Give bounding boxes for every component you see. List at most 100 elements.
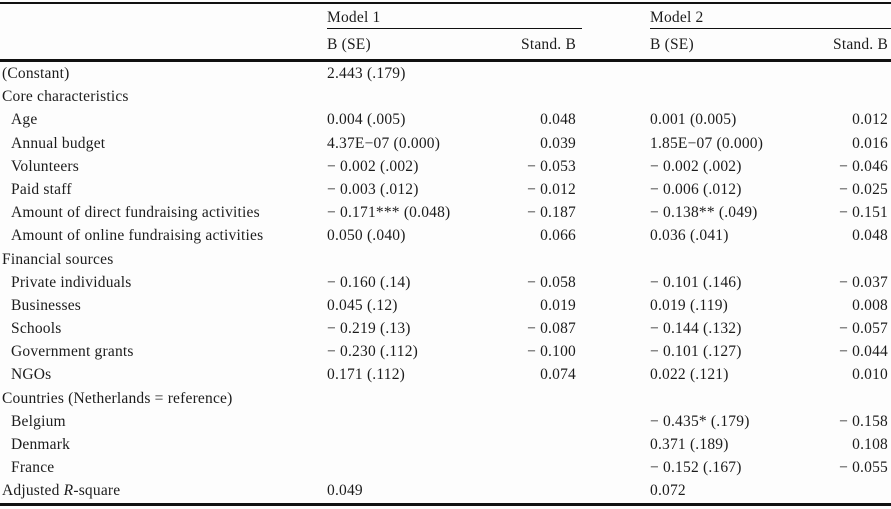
model1-header-group: Model 1 xyxy=(327,4,582,29)
column-gap xyxy=(582,271,650,294)
m2-stand-b-cell: − 0.055 xyxy=(839,459,888,477)
m1-stand-b-cell: − 0.058 xyxy=(527,273,576,291)
m1-b-se-cell xyxy=(327,248,500,271)
table-row: Financial sources xyxy=(0,248,891,271)
column-gap xyxy=(582,433,650,456)
m2-stand-b-cell xyxy=(812,387,891,410)
m2-b-se-cell: 0.036 (.041) xyxy=(650,227,729,245)
row-label: Belgium xyxy=(11,412,66,430)
model2-header-group: Model 2 xyxy=(650,4,891,29)
m2-stand-b-cell: 0.010 xyxy=(852,366,888,384)
column-gap xyxy=(582,294,650,317)
m2-stand-b-cell xyxy=(812,85,891,108)
row-label-part: Adjusted xyxy=(2,482,64,500)
table-row: Belgium − 0.435* (.179) − 0.158 xyxy=(0,410,891,433)
m2-stand-b-cell: − 0.158 xyxy=(839,412,888,430)
m2-stand-b-cell: − 0.044 xyxy=(839,343,888,361)
table-row: NGOs 0.171 (.112) 0.074 0.022 (.121) 0.0… xyxy=(0,363,891,386)
m1-stand-b-cell: − 0.100 xyxy=(527,343,576,361)
m2-b-se-header: B (SE) xyxy=(650,36,694,53)
table-row: Amount of online fundraising activities … xyxy=(0,224,891,247)
m1-stand-b-cell: − 0.087 xyxy=(527,320,576,338)
m1-b-se-cell: 0.171 (.112) xyxy=(327,366,406,384)
row-label: Government grants xyxy=(11,343,134,361)
table-row: Denmark 0.371 (.189) 0.108 xyxy=(0,433,891,456)
table-row: Schools − 0.219 (.13) − 0.087 − 0.144 (.… xyxy=(0,317,891,340)
row-label: Amount of direct fundraising activities xyxy=(11,204,260,222)
table-row: Adjusted R-square 0.049 0.072 xyxy=(0,479,891,502)
row-label: Private individuals xyxy=(11,273,132,291)
m2-stand-b-cell: − 0.151 xyxy=(839,204,888,222)
m1-b-se-cell: 0.050 (.040) xyxy=(327,227,406,245)
m1-b-se-cell: − 0.230 (.112) xyxy=(327,343,419,361)
column-header-row: B (SE) Stand. B B (SE) Stand. B xyxy=(0,29,891,59)
row-label: Paid staff xyxy=(11,180,72,198)
column-gap xyxy=(582,62,650,85)
column-gap xyxy=(582,108,650,131)
m1-stand-b-cell: 0.066 xyxy=(540,227,576,245)
m1-b-se-cell: 2.443 (.179) xyxy=(327,65,406,82)
column-gap xyxy=(582,317,650,340)
column-gap xyxy=(582,178,650,201)
m1-b-se-cell: − 0.003 (.012) xyxy=(327,180,419,198)
m1-stand-b-cell xyxy=(500,433,582,456)
column-gap xyxy=(582,363,650,386)
table-top-rule xyxy=(0,2,891,4)
column-gap xyxy=(582,155,650,178)
row-label-part: R xyxy=(63,482,74,500)
m2-stand-b-cell: 0.016 xyxy=(852,134,888,152)
m2-b-se-cell xyxy=(650,387,812,410)
m1-stand-b-cell xyxy=(500,479,582,502)
column-gap xyxy=(582,456,650,479)
m2-b-se-cell xyxy=(650,62,812,85)
table-row: Government grants − 0.230 (.112) − 0.100… xyxy=(0,340,891,363)
row-label: Denmark xyxy=(11,436,71,453)
row-label: Annual budget xyxy=(11,134,106,152)
m1-stand-b-cell: − 0.187 xyxy=(527,204,576,222)
model-header-row: Model 1 Model 2 xyxy=(0,4,891,29)
m2-stand-b-cell: − 0.046 xyxy=(839,157,888,175)
m1-stand-b-cell: − 0.053 xyxy=(527,157,576,175)
row-label: Amount of online fundraising activities xyxy=(11,227,264,245)
m1-b-se-cell: 0.049 xyxy=(327,482,363,500)
row-label: Adjusted R-square xyxy=(0,479,327,502)
m2-b-se-cell: 0.072 xyxy=(650,482,686,500)
m1-b-se-cell: − 0.171*** (0.048) xyxy=(327,204,451,222)
model2-header: Model 2 xyxy=(650,8,704,26)
m2-b-se-cell: − 0.138** (.049) xyxy=(650,204,758,222)
m2-stand-b-cell xyxy=(812,62,891,85)
m1-stand-b-cell xyxy=(500,410,582,433)
table-row: France − 0.152 (.167) − 0.055 xyxy=(0,456,891,479)
model1-header: Model 1 xyxy=(327,8,381,26)
m2-b-se-cell: − 0.006 (.012) xyxy=(650,180,742,198)
m1-stand-b-header: Stand. B xyxy=(521,36,576,53)
m1-stand-b-cell: 0.019 xyxy=(540,296,576,314)
m1-stand-b-cell: 0.048 xyxy=(540,111,576,129)
row-label: Financial sources xyxy=(2,250,114,268)
m1-b-se-cell xyxy=(327,85,500,108)
table-row: (Constant) 2.443 (.179) xyxy=(0,62,891,85)
m2-stand-b-header: Stand. B xyxy=(833,36,888,53)
row-label: Volunteers xyxy=(11,157,80,175)
m1-b-se-cell xyxy=(327,456,500,479)
m1-stand-b-cell xyxy=(500,387,582,410)
row-label: Countries (Netherlands = reference) xyxy=(2,389,233,407)
m2-b-se-cell: − 0.002 (.002) xyxy=(650,157,742,175)
row-label-part: -square xyxy=(73,482,121,500)
table-row: Age 0.004 (.005) 0.048 0.001 (0.005) 0.0… xyxy=(0,108,891,131)
table-bottom-rule xyxy=(0,502,891,506)
table-row: Private individuals − 0.160 (.14) − 0.05… xyxy=(0,271,891,294)
row-label: NGOs xyxy=(11,366,52,384)
m2-b-se-cell: − 0.152 (.167) xyxy=(650,459,742,477)
m2-b-se-cell: 0.019 (.119) xyxy=(650,296,729,314)
m2-b-se-cell: − 0.101 (.127) xyxy=(650,343,742,361)
column-gap xyxy=(582,387,650,410)
table-row: Volunteers − 0.002 (.002) − 0.053 − 0.00… xyxy=(0,155,891,178)
row-label: Core characteristics xyxy=(2,88,129,106)
m1-b-se-cell: 0.045 (.12) xyxy=(327,296,398,314)
m2-stand-b-cell: 0.108 xyxy=(852,436,888,453)
column-gap xyxy=(582,410,650,433)
m1-b-se-cell xyxy=(327,387,500,410)
row-label: Businesses xyxy=(11,296,82,314)
